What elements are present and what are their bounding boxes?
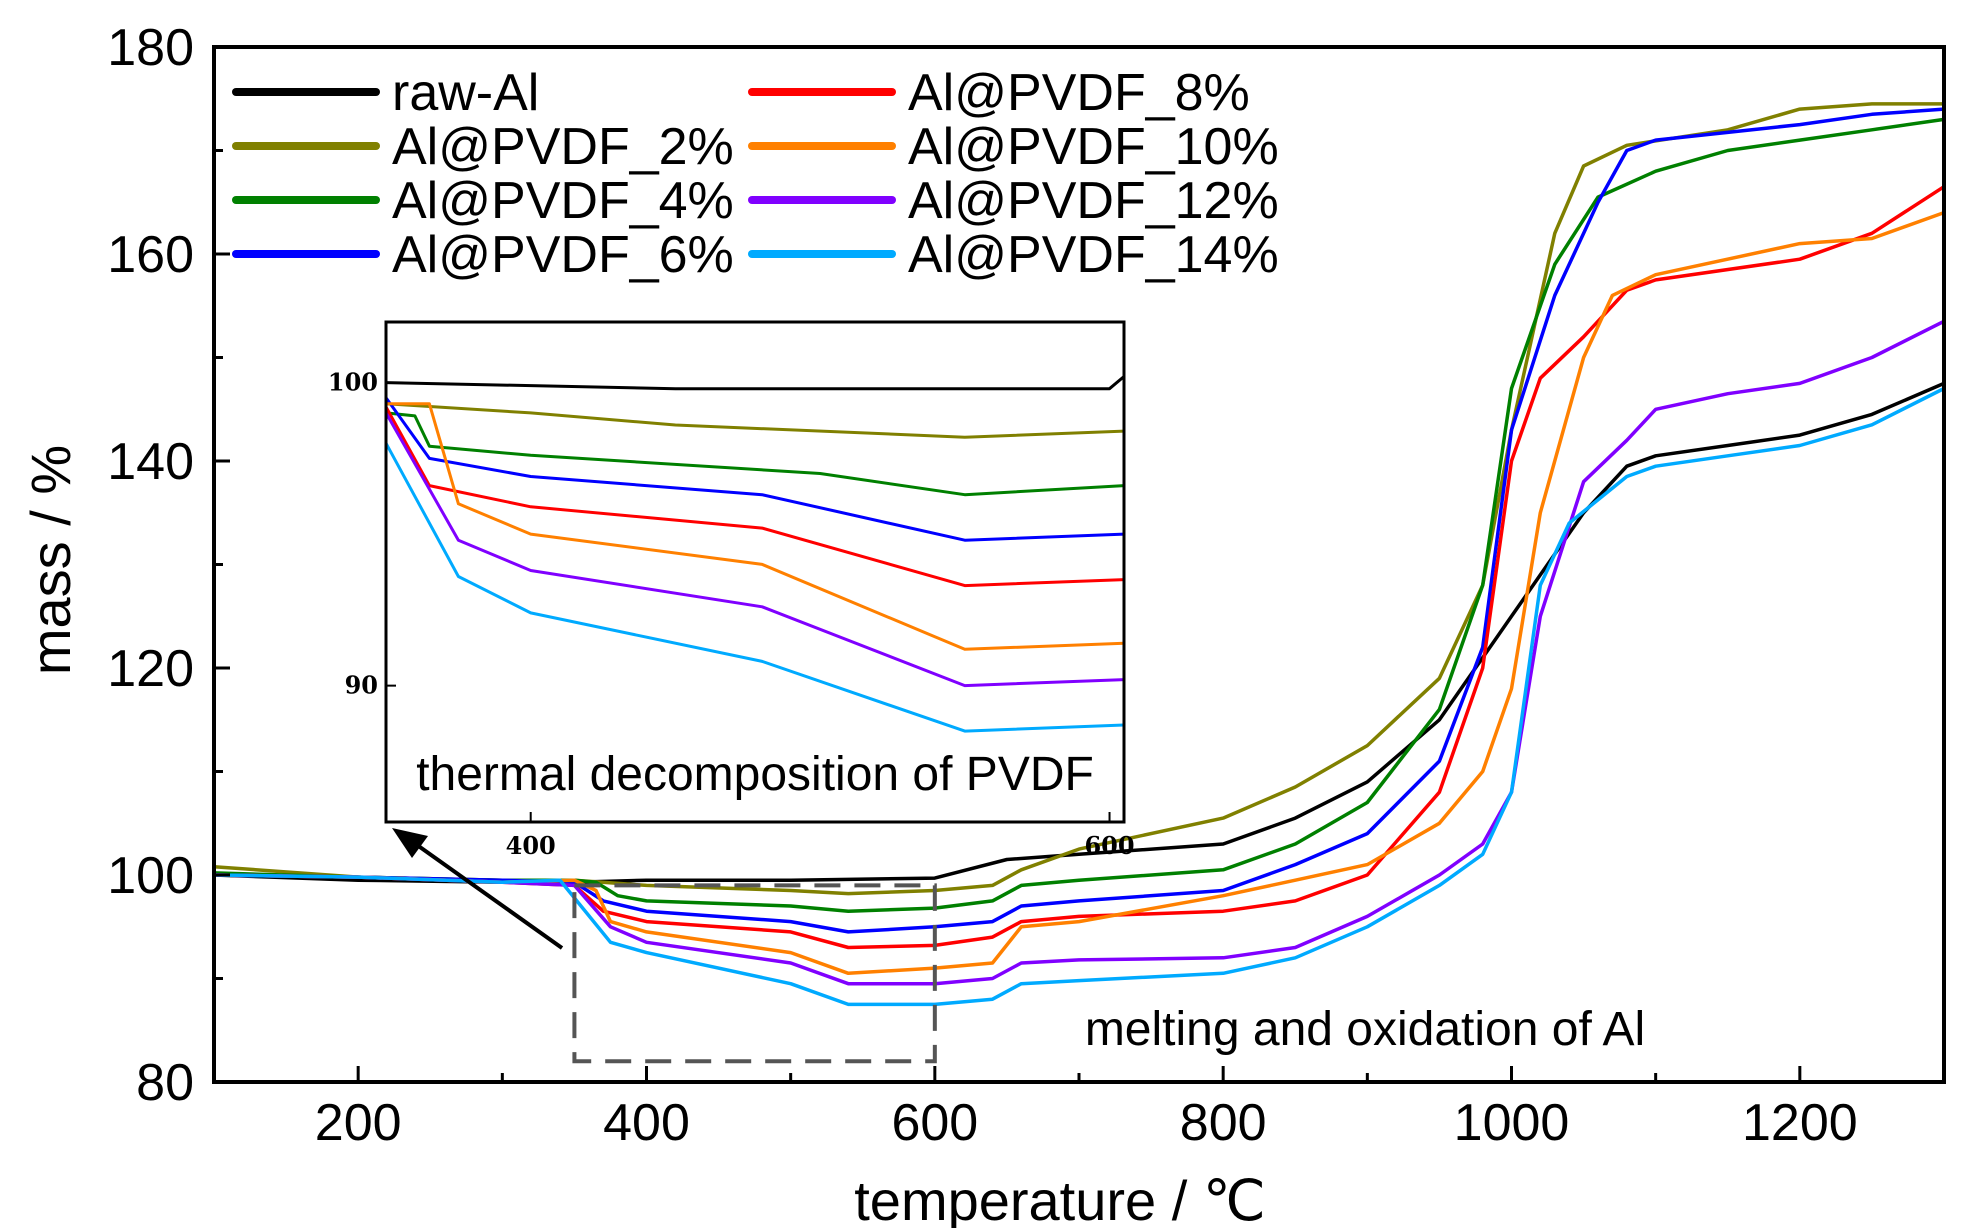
legend-label: raw-Al bbox=[392, 64, 539, 122]
zoom-region-box bbox=[572, 883, 937, 1064]
x-tick-label: 1200 bbox=[1742, 1094, 1858, 1152]
zoom-arrow bbox=[392, 828, 564, 950]
y-axis-ticks: 80 100 120 140 160 180 bbox=[107, 19, 230, 1112]
legend-label: Al@PVDF_14% bbox=[908, 226, 1279, 284]
x-axis-ticks: 200 400 600 800 1000 1200 bbox=[212, 1066, 1946, 1152]
inset-series-line-3 bbox=[384, 396, 1125, 542]
inset-series-line-0 bbox=[385, 375, 1125, 391]
y-tick-label: 180 bbox=[107, 19, 194, 77]
legend-label: Al@PVDF_12% bbox=[908, 172, 1279, 230]
x-tick-label: 600 bbox=[891, 1094, 978, 1152]
legend-entry-2: Al@PVDF_4% bbox=[232, 172, 734, 230]
y-tick-label: 120 bbox=[107, 640, 194, 698]
y-axis-title: mass / % bbox=[19, 445, 82, 675]
inset-ticks: 400 600 90 100 bbox=[328, 368, 1135, 860]
series-line-7 bbox=[213, 386, 1945, 1007]
series-line-6 bbox=[213, 319, 1945, 986]
legend-label: Al@PVDF_8% bbox=[908, 64, 1250, 122]
inset-y-tick-label: 100 bbox=[328, 368, 378, 397]
series-line-3 bbox=[213, 107, 1945, 934]
legend-entry-3: Al@PVDF_6% bbox=[232, 226, 734, 284]
x-tick-label: 200 bbox=[315, 1094, 402, 1152]
zoom-rect bbox=[572, 883, 937, 1064]
inset-x-tick-label: 400 bbox=[506, 831, 556, 860]
legend-entry-4: Al@PVDF_8% bbox=[748, 64, 1250, 122]
x-tick-label: 400 bbox=[603, 1094, 690, 1152]
inset-series-line-4 bbox=[384, 406, 1125, 588]
y-tick-label: 100 bbox=[107, 847, 194, 905]
inset-plot: 400 600 90 100 thermal decomposition of PVD… bbox=[328, 320, 1135, 860]
legend-label: Al@PVDF_10% bbox=[908, 118, 1279, 176]
inset-series bbox=[384, 375, 1125, 733]
legend-entry-6: Al@PVDF_12% bbox=[748, 172, 1279, 230]
legend-entry-0: raw-Al bbox=[232, 64, 539, 122]
legend-entry-7: Al@PVDF_14% bbox=[748, 226, 1279, 284]
x-tick-label: 800 bbox=[1180, 1094, 1267, 1152]
inset-x-tick-label: 600 bbox=[1084, 831, 1134, 860]
inset-y-tick-label: 90 bbox=[345, 671, 378, 700]
x-axis-title: temperature / ℃ bbox=[854, 1169, 1266, 1228]
y-tick-label: 140 bbox=[107, 433, 194, 491]
legend-label: Al@PVDF_6% bbox=[392, 226, 734, 284]
main-annotation: melting and oxidation of Al bbox=[1085, 1003, 1645, 1056]
series-line-5 bbox=[213, 210, 1945, 976]
legend-label: Al@PVDF_4% bbox=[392, 172, 734, 230]
inset-series-line-5 bbox=[386, 402, 1125, 651]
y-tick-label: 160 bbox=[107, 226, 194, 284]
inset-annotation: thermal decomposition of PVDF bbox=[416, 748, 1094, 801]
inset-series-line-6 bbox=[384, 412, 1125, 688]
x-tick-label: 1000 bbox=[1454, 1094, 1570, 1152]
legend-label: Al@PVDF_2% bbox=[392, 118, 734, 176]
y-tick-label: 80 bbox=[136, 1054, 194, 1112]
inset-series-line-7 bbox=[384, 442, 1125, 733]
inset-series-line-2 bbox=[385, 411, 1125, 497]
legend-entry-5: Al@PVDF_10% bbox=[748, 118, 1279, 176]
inset-series-line-1 bbox=[385, 402, 1125, 439]
legend-entry-1: Al@PVDF_2% bbox=[232, 118, 734, 176]
inset-frame bbox=[384, 320, 1126, 824]
